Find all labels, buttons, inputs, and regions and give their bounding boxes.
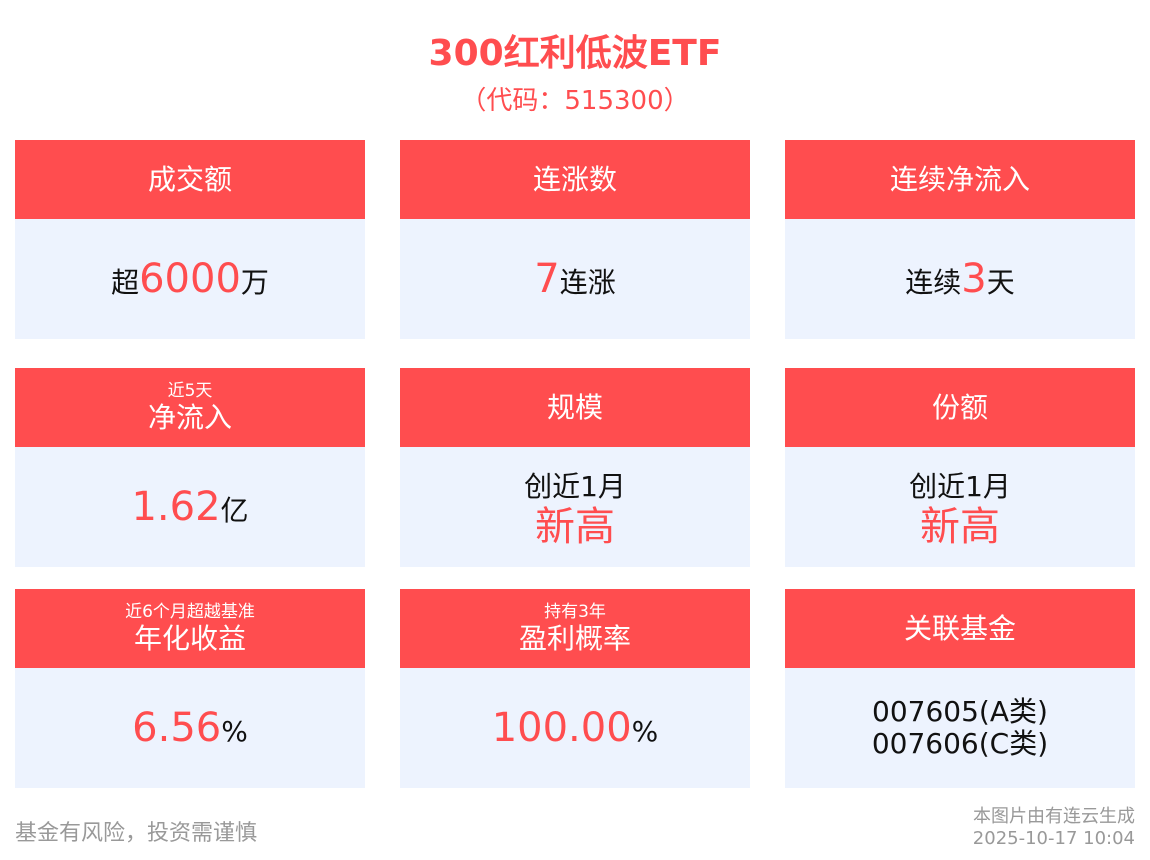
stat-suffix: 万: [240, 266, 269, 299]
card-body: 1.62亿: [15, 447, 365, 567]
stat-card: 连涨数 7连涨: [400, 140, 750, 339]
card-subtitle: 近5天: [167, 380, 213, 401]
footer-source: 本图片由有连云生成 2025-10-17 10:04: [973, 806, 1135, 850]
stat-card: 份额创近1月 新高: [785, 368, 1135, 567]
card-header: 连涨数: [400, 140, 750, 219]
stat-card: 成交额超6000万: [15, 140, 365, 339]
stat-label: 创近1月: [909, 470, 1011, 503]
card-header: 连续净流入: [785, 140, 1135, 219]
card-title: 连续净流入: [889, 162, 1030, 196]
card-header: 成交额: [15, 140, 365, 219]
card-subtitle: 持有3年: [544, 601, 606, 622]
stat-card: 近6个月超越基准 年化收益 6.56%: [15, 589, 365, 788]
fund-code-item: 007606(C类): [871, 727, 1049, 760]
stat-card: 持有3年 盈利概率 100.00%: [400, 589, 750, 788]
card-body: 创近1月 新高: [400, 447, 750, 567]
stat-suffix: %: [631, 715, 659, 748]
stat-suffix: 连涨: [559, 266, 616, 299]
card-title: 盈利概率: [518, 621, 631, 655]
card-header: 份额: [785, 368, 1135, 447]
stat-highlight: 新高: [535, 504, 615, 550]
card-title: 关联基金: [903, 611, 1016, 645]
fund-code: （代码：515300）: [460, 86, 690, 116]
stat-highlight: 新高: [920, 504, 1000, 550]
card-header: 近6个月超越基准 年化收益: [15, 589, 365, 668]
card-body: 007605(A类) 007606(C类): [785, 668, 1135, 788]
stat-suffix: 天: [986, 266, 1015, 299]
stat-prefix: 连续: [905, 266, 962, 299]
card-title: 年化收益: [133, 621, 246, 655]
card-title: 规模: [546, 390, 603, 424]
stat-suffix: %: [221, 715, 248, 748]
stat-label: 创近1月: [524, 470, 626, 503]
page-title: 300红利低波ETF: [428, 33, 722, 74]
fund-code-item: 007605(A类): [872, 695, 1048, 728]
card-header: 规模: [400, 368, 750, 447]
stat-value: 6.56: [132, 705, 222, 751]
stat-card: 关联基金 007605(A类) 007606(C类): [785, 589, 1135, 788]
stat-value: 100.00: [491, 705, 632, 751]
card-header: 近5天 净流入: [15, 368, 365, 447]
stat-value: 6000: [139, 256, 241, 302]
card-body: 100.00%: [400, 668, 750, 788]
stat-value: 7: [534, 256, 560, 302]
stat-prefix: 超: [111, 266, 140, 299]
card-body: 创近1月 新高: [785, 447, 1135, 567]
source-text: 本图片由有连云生成: [973, 806, 1135, 827]
card-body: 连续3天: [785, 219, 1135, 339]
stat-suffix: 亿: [220, 494, 249, 527]
risk-disclaimer: 基金有风险，投资需谨慎: [15, 821, 258, 846]
card-header: 关联基金: [785, 589, 1135, 668]
card-body: 超6000万: [15, 219, 365, 339]
card-title: 成交额: [147, 162, 232, 196]
card-body: 6.56%: [15, 668, 365, 788]
card-title: 连涨数: [532, 162, 617, 196]
card-subtitle: 近6个月超越基准: [125, 601, 255, 622]
stat-card: 连续净流入连续3天: [785, 140, 1135, 339]
timestamp: 2025-10-17 10:04: [972, 828, 1135, 849]
card-body: 7连涨: [400, 219, 750, 339]
stat-value: 3: [961, 256, 987, 302]
card-title: 份额: [931, 390, 988, 424]
stat-value: 1.62: [131, 484, 221, 530]
card-header: 持有3年 盈利概率: [400, 589, 750, 668]
stat-card: 近5天 净流入 1.62亿: [15, 368, 365, 567]
stat-card: 规模创近1月 新高: [400, 368, 750, 567]
card-title: 净流入: [147, 400, 232, 434]
